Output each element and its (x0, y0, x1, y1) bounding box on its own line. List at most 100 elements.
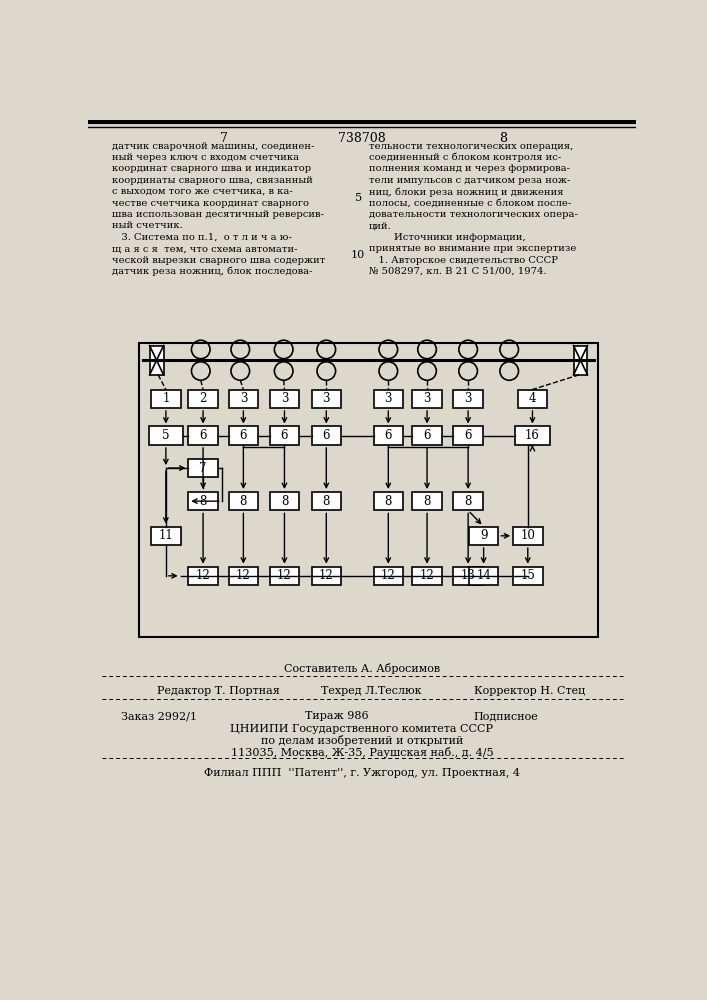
Text: шва использован десятичный реверсив-: шва использован десятичный реверсив- (112, 210, 324, 219)
Text: 12: 12 (196, 569, 211, 582)
Text: ций.: ций. (369, 221, 392, 230)
Bar (228, 426, 258, 445)
Text: 5: 5 (354, 193, 362, 203)
Text: ный через ключ с входом счетчика: ный через ключ с входом счетчика (112, 153, 299, 162)
Text: координат сварного шва и индикатор: координат сварного шва и индикатор (112, 164, 311, 173)
Bar (518, 389, 547, 408)
Text: 6: 6 (464, 429, 472, 442)
Bar (149, 426, 183, 445)
Text: Филиал ППП  ''Патент'', г. Ужгород, ул. Проектная, 4: Филиал ППП ''Патент'', г. Ужгород, ул. П… (204, 768, 520, 778)
Bar (373, 426, 403, 445)
Text: 8: 8 (322, 495, 330, 508)
Text: 6: 6 (322, 429, 330, 442)
Bar (228, 492, 258, 510)
Text: 12: 12 (319, 569, 334, 582)
Bar (270, 492, 299, 510)
Bar (453, 492, 483, 510)
Text: 16: 16 (525, 429, 540, 442)
Text: Источники информации,: Источники информации, (369, 233, 526, 242)
Bar (312, 426, 341, 445)
Bar (412, 389, 442, 408)
Text: 738708: 738708 (338, 132, 386, 145)
Text: принятые во внимание при экспертизе: принятые во внимание при экспертизе (369, 244, 576, 253)
Text: 12: 12 (420, 569, 434, 582)
Bar (412, 492, 442, 510)
Text: довательности технологических опера-: довательности технологических опера- (369, 210, 578, 219)
Text: 6: 6 (240, 429, 247, 442)
Text: Корректор Н. Стец: Корректор Н. Стец (474, 686, 585, 696)
Text: 10: 10 (351, 250, 366, 260)
Text: 12: 12 (277, 569, 292, 582)
Text: 3: 3 (281, 392, 288, 405)
Text: тели импульсов с датчиком реза нож-: тели импульсов с датчиком реза нож- (369, 176, 571, 185)
Text: 8: 8 (464, 495, 472, 508)
Bar (312, 492, 341, 510)
Text: полнения команд и через формирова-: полнения команд и через формирова- (369, 164, 570, 173)
Text: ЦНИИПИ Государственного комитета СССР: ЦНИИПИ Государственного комитета СССР (230, 724, 493, 734)
Bar (188, 567, 218, 585)
Text: 3: 3 (464, 392, 472, 405)
Text: 15: 15 (520, 569, 535, 582)
Bar (412, 567, 442, 585)
Text: 3: 3 (423, 392, 431, 405)
Text: 3: 3 (240, 392, 247, 405)
Text: 8: 8 (199, 495, 206, 508)
Bar (312, 567, 341, 585)
Bar (188, 426, 218, 445)
Bar (453, 389, 483, 408)
Text: 6: 6 (423, 429, 431, 442)
Text: координаты сварного шва, связанный: координаты сварного шва, связанный (112, 176, 312, 185)
Text: полосы, соединенные с блоком после-: полосы, соединенные с блоком после- (369, 199, 571, 208)
Bar (373, 567, 403, 585)
Text: 1. Авторское свидетельство СССР: 1. Авторское свидетельство СССР (369, 256, 558, 265)
Bar (453, 567, 483, 585)
Text: 113035, Москва, Ж-35, Раушская наб., д. 4/5: 113035, Москва, Ж-35, Раушская наб., д. … (230, 747, 493, 758)
Bar (573, 346, 588, 375)
Text: 6: 6 (281, 429, 288, 442)
Text: 3. Система по п.1,  о т л и ч а ю-: 3. Система по п.1, о т л и ч а ю- (112, 233, 291, 242)
Text: 12: 12 (381, 569, 396, 582)
Text: Техред Л.Теслюк: Техред Л.Теслюк (321, 686, 421, 696)
Bar (228, 567, 258, 585)
Bar (515, 426, 549, 445)
Bar (469, 527, 498, 545)
Text: 9: 9 (480, 529, 487, 542)
Text: 7: 7 (199, 462, 207, 475)
Text: 10: 10 (520, 529, 535, 542)
Text: датчик реза ножниц, блок последова-: датчик реза ножниц, блок последова- (112, 267, 312, 276)
Text: ниц, блоки реза ножниц и движения: ниц, блоки реза ножниц и движения (369, 187, 563, 197)
Bar (188, 389, 218, 408)
Bar (453, 426, 483, 445)
Text: соединенный с блоком контроля ис-: соединенный с блоком контроля ис- (369, 153, 561, 162)
Text: датчик сварочной машины, соединен-: датчик сварочной машины, соединен- (112, 142, 314, 151)
Text: 8: 8 (281, 495, 288, 508)
Text: 3: 3 (322, 392, 330, 405)
Text: Тираж 986: Тираж 986 (305, 711, 369, 721)
Bar (312, 389, 341, 408)
Text: Составитель А. Абросимов: Составитель А. Абросимов (284, 663, 440, 674)
Text: 1: 1 (162, 392, 170, 405)
Bar (513, 567, 542, 585)
Text: № 508297, кл. В 21 С 51/00, 1974.: № 508297, кл. В 21 С 51/00, 1974. (369, 267, 547, 276)
Bar (469, 567, 498, 585)
Text: с выходом того же счетчика, в ка-: с выходом того же счетчика, в ка- (112, 187, 293, 196)
Bar (150, 346, 163, 375)
Bar (270, 426, 299, 445)
Bar (412, 426, 442, 445)
Text: 8: 8 (240, 495, 247, 508)
Text: Редактор Т. Портная: Редактор Т. Портная (156, 686, 279, 696)
Text: 7: 7 (220, 132, 228, 145)
Text: тельности технологических операция,: тельности технологических операция, (369, 142, 573, 151)
Bar (188, 492, 218, 510)
Text: 12: 12 (236, 569, 251, 582)
Text: 8: 8 (385, 495, 392, 508)
Bar (270, 389, 299, 408)
Text: ческой вырезки сварного шва содержит: ческой вырезки сварного шва содержит (112, 256, 325, 265)
Text: Подписное: Подписное (474, 711, 538, 721)
Text: по делам изобретений и открытий: по делам изобретений и открытий (261, 735, 463, 746)
Text: Заказ 2992/1: Заказ 2992/1 (121, 711, 197, 721)
Bar (513, 527, 542, 545)
Text: ный счетчик.: ный счетчик. (112, 221, 182, 230)
Text: 3: 3 (385, 392, 392, 405)
Text: 6: 6 (199, 429, 207, 442)
